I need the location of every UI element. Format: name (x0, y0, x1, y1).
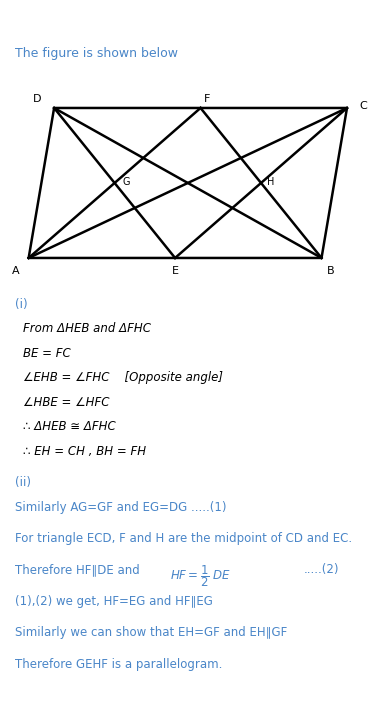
Text: (ii): (ii) (15, 476, 31, 489)
Text: G: G (123, 177, 130, 187)
Text: .....(2): .....(2) (304, 564, 339, 576)
Text: C: C (360, 101, 367, 111)
Text: (i): (i) (15, 298, 28, 310)
Text: Similarly we can show that EH=GF and EH∥GF: Similarly we can show that EH=GF and EH∥… (15, 626, 288, 640)
Text: ∴ EH = CH , BH = FH: ∴ EH = CH , BH = FH (23, 445, 146, 457)
Text: The figure is shown below: The figure is shown below (15, 47, 178, 60)
Text: ∠HBE = ∠HFC: ∠HBE = ∠HFC (23, 396, 109, 409)
Text: B: B (327, 266, 335, 275)
Text: ∴ ΔHEB ≅ ΔFHC: ∴ ΔHEB ≅ ΔFHC (23, 420, 116, 433)
Text: For triangle ECD, F and H are the midpoint of CD and EC.: For triangle ECD, F and H are the midpoi… (15, 532, 353, 545)
Text: Therefore HF∥DE and: Therefore HF∥DE and (15, 564, 147, 576)
Text: F: F (204, 94, 210, 104)
Text: ∠EHB = ∠FHC    [Opposite angle]: ∠EHB = ∠FHC [Opposite angle] (23, 371, 223, 384)
Text: H: H (267, 177, 275, 187)
Text: E: E (172, 266, 178, 275)
Text: $\mathit{HF} = \dfrac{1}{2}\ \mathit{DE}$: $\mathit{HF} = \dfrac{1}{2}\ \mathit{DE}… (170, 564, 231, 589)
Text: BE = FC: BE = FC (23, 346, 71, 360)
Text: A: A (12, 266, 20, 275)
Text: Similarly AG=GF and EG=DG .....(1): Similarly AG=GF and EG=DG .....(1) (15, 500, 227, 513)
Text: Therefore GEHF is a parallelogram.: Therefore GEHF is a parallelogram. (15, 657, 223, 670)
Text: D: D (33, 94, 41, 104)
Text: (1),(2) we get, HF=EG and HF∥EG: (1),(2) we get, HF=EG and HF∥EG (15, 595, 213, 608)
Text: From ΔHEB and ΔFHC: From ΔHEB and ΔFHC (23, 322, 151, 335)
